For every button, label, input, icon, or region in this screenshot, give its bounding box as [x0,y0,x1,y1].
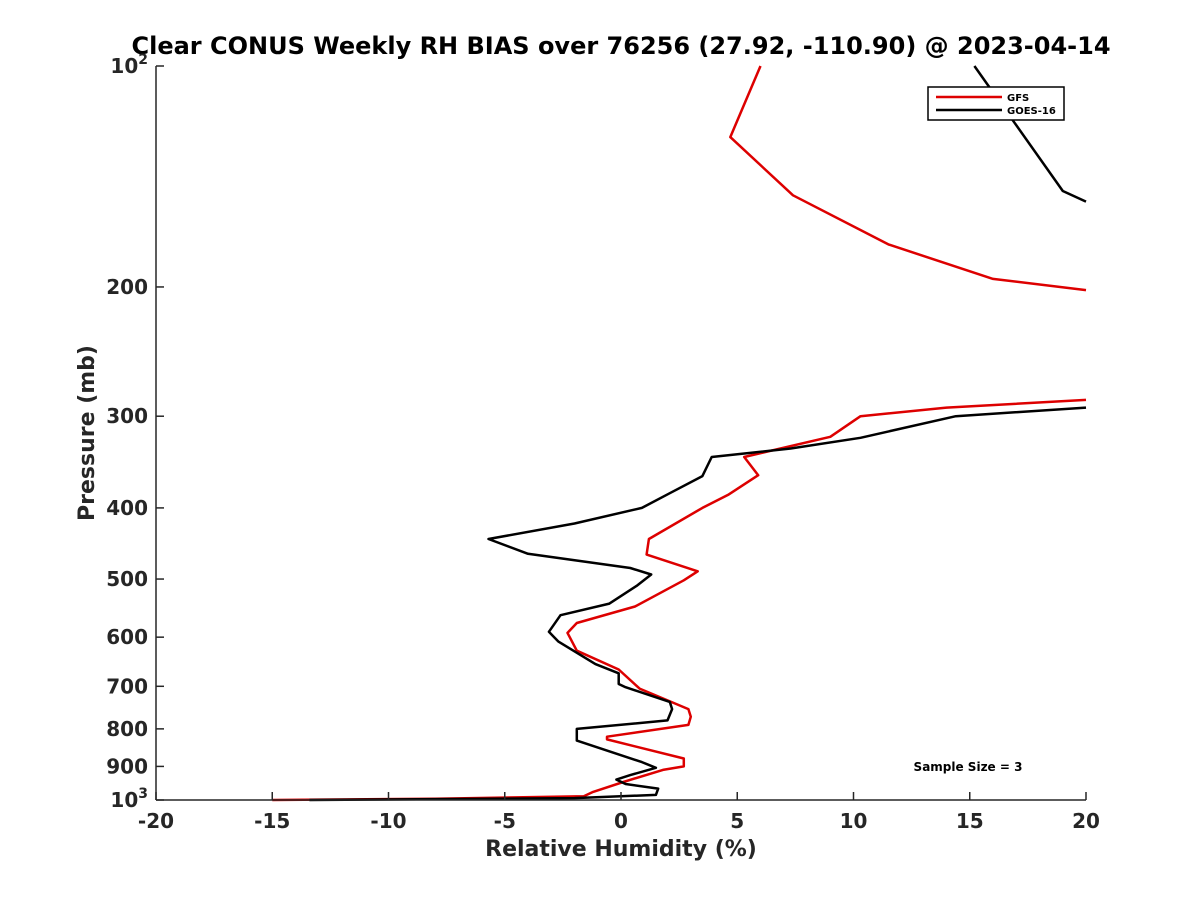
y-tick-label: 300 [106,404,148,428]
series-line-gfs-segment-2 [272,398,1087,802]
y-tick-label: 700 [106,674,148,698]
x-tick-label: -10 [370,809,406,833]
y-tick-label: 200 [106,275,148,299]
y-tick-label: 900 [106,754,148,778]
x-tick-label: -5 [494,809,516,833]
chart-title: Clear CONUS Weekly RH BIAS over 76256 (2… [131,32,1110,60]
y-axis-label: Pressure (mb) [75,345,100,521]
y-tick-label: 800 [106,717,148,741]
x-tick-label: 20 [1072,809,1100,833]
x-tick-label: -15 [254,809,290,833]
y-tick-label: 600 [106,625,148,649]
y-tick-label: 500 [106,567,148,591]
series-line-gfs-segment-1 [729,65,1087,292]
y-axis-ticks: 102 200 300 400 500 600 700 800 900 103 [106,52,164,812]
x-tick-label: -20 [138,809,174,833]
legend-label-goes-16: GOES-16 [1007,106,1056,117]
plot-area [156,66,1086,800]
y-tick-label: 400 [106,496,148,520]
x-tick-label: 10 [840,809,868,833]
legend-label-gfs: GFS [1007,93,1029,104]
x-axis-ticks: -20 -15 -10 -5 0 5 10 15 20 [138,792,1100,833]
series-line-goes-16-segment-2 [309,406,1087,802]
y-tick-label: 102 [110,52,148,78]
legend-box [927,86,1065,121]
y-tick-label: 103 [110,786,148,812]
x-axis-label: Relative Humidity (%) [485,837,757,862]
legend: GFS GOES-16 [927,86,1065,121]
sample-size-annotation: Sample Size = 3 [914,760,1023,774]
x-tick-label: 0 [614,809,628,833]
x-tick-label: 5 [730,809,744,833]
x-tick-label: 15 [956,809,984,833]
